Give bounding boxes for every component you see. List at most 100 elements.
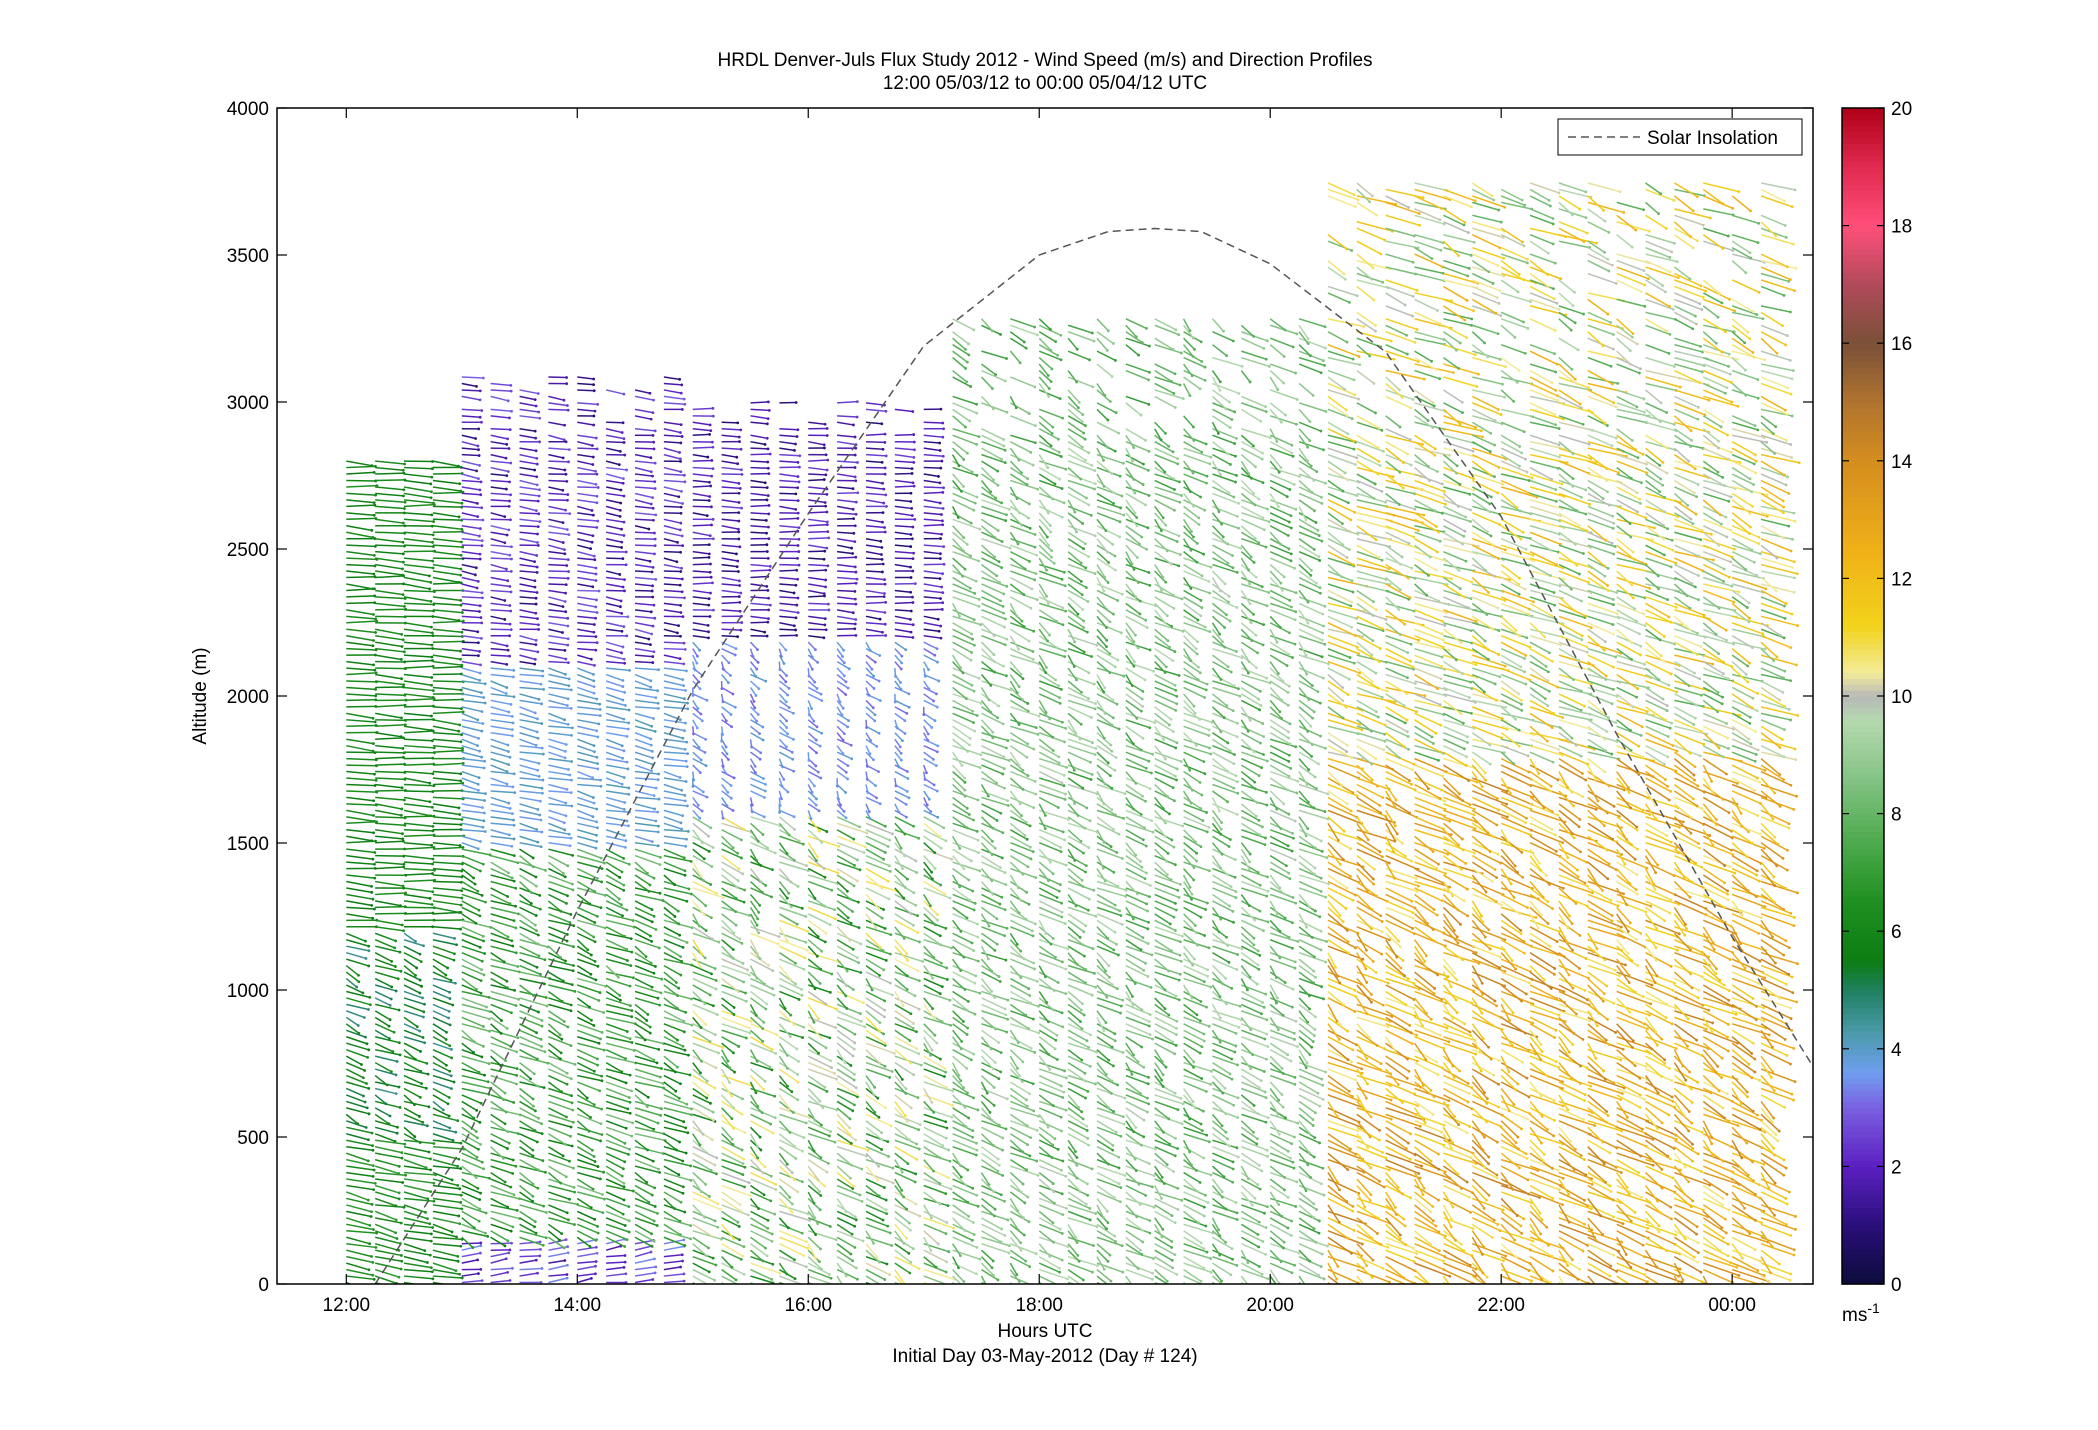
wind-barb-head [445, 1038, 448, 1041]
wind-barb [462, 610, 480, 612]
wind-barb-head [731, 1266, 734, 1269]
wind-barb [548, 804, 571, 806]
wind-barb-head [461, 1277, 464, 1280]
wind-barb-head [590, 658, 593, 661]
wind-barb [520, 668, 543, 671]
wind-barb-head [623, 1266, 626, 1269]
wind-barb [404, 1198, 434, 1201]
wind-barb [520, 597, 537, 598]
wind-barb [635, 1252, 651, 1257]
wind-barb [635, 480, 655, 481]
wind-barb-head [564, 960, 567, 963]
wind-barb-head [592, 534, 595, 537]
wind-barb [606, 920, 634, 927]
wind-barb-head [476, 744, 479, 747]
wind-barb-head [432, 533, 435, 536]
wind-barb-head [709, 615, 712, 618]
wind-barb-head [430, 1285, 433, 1288]
wind-barb-head [479, 604, 482, 607]
wind-barb [722, 1211, 738, 1222]
wind-barb-head [509, 493, 512, 496]
wind-barb-head [570, 760, 573, 763]
wind-barb-head [461, 611, 464, 614]
wind-barb-head [517, 912, 520, 915]
wind-barb-head [682, 1192, 685, 1195]
wind-barb-head [586, 948, 589, 951]
wind-barb-head [479, 840, 482, 843]
wind-barb-head [455, 1269, 458, 1272]
wind-barb [433, 1147, 464, 1149]
wind-barb-head [472, 1051, 475, 1054]
wind-barb [346, 739, 373, 743]
wind-barb [664, 500, 683, 504]
wind-barb-head [572, 1121, 575, 1124]
wind-barb-head [649, 1026, 652, 1029]
wind-barb [491, 849, 515, 855]
wind-barb [404, 894, 430, 898]
wind-barb-head [430, 715, 433, 718]
wind-barb-head [710, 916, 713, 919]
wind-barb [606, 772, 624, 778]
wind-barb [548, 778, 571, 780]
wind-barb-head [482, 826, 485, 829]
wind-barb-head [537, 623, 540, 626]
wind-barb [462, 513, 478, 517]
wind-barb-head [569, 913, 572, 916]
wind-barb-head [732, 1237, 735, 1240]
wind-barb [404, 869, 434, 871]
wind-barb [577, 713, 600, 715]
wind-barb [462, 1166, 476, 1177]
wind-barb [375, 1004, 399, 1010]
wind-barb-head [566, 940, 569, 943]
wind-barb [404, 998, 424, 1004]
wind-barb [635, 707, 658, 709]
wind-barb [404, 1192, 428, 1199]
wind-barb [693, 447, 713, 448]
wind-barb-head [603, 862, 606, 865]
wind-barb-head [689, 1224, 692, 1227]
wind-barb [722, 565, 738, 567]
wind-barb-head [621, 744, 624, 747]
wind-barb [664, 1147, 686, 1153]
wind-barb [548, 435, 564, 440]
wind-barb-head [473, 1041, 476, 1044]
wind-barb-head [706, 699, 709, 702]
wind-barb [433, 817, 462, 820]
wind-barb [462, 778, 478, 784]
wind-barb [346, 791, 376, 792]
wind-barb-head [627, 728, 630, 731]
wind-profile-chart: HRDL Denver-Juls Flux Study 2012 - Wind … [0, 0, 2098, 1425]
wind-barb [433, 901, 461, 905]
wind-barb-head [630, 1089, 633, 1092]
wind-barb [693, 675, 699, 682]
wind-barb-head [591, 463, 594, 466]
wind-barb-head [645, 1181, 648, 1184]
wind-barb-head [372, 613, 375, 616]
wind-barb-head [737, 879, 740, 882]
wind-barb [548, 448, 569, 449]
wind-barb [462, 1281, 482, 1283]
wind-barb-head [738, 1225, 741, 1228]
wind-barb [346, 1263, 369, 1270]
wind-barb-head [710, 505, 713, 508]
wind-barb [693, 493, 710, 496]
wind-barb-head [535, 876, 538, 879]
wind-barb [520, 416, 540, 418]
wind-barb-head [478, 650, 481, 653]
wind-barb [433, 894, 462, 898]
wind-barb-head [593, 555, 596, 558]
wind-barb-head [538, 488, 541, 491]
wind-barb-head [480, 730, 483, 733]
wind-barb-head [710, 576, 713, 579]
wind-barb-head [595, 526, 598, 529]
wind-barb [346, 998, 370, 1005]
wind-barb-head [459, 658, 462, 661]
wind-barb-head [430, 684, 433, 687]
wind-barb-head [561, 1000, 564, 1003]
wind-barb-head [532, 865, 535, 868]
wind-barb-head [479, 1268, 482, 1271]
wind-barb-head [650, 1251, 653, 1254]
wind-barb-head [540, 1122, 543, 1125]
wind-barb-head [515, 1050, 518, 1053]
wind-barb-head [739, 592, 742, 595]
